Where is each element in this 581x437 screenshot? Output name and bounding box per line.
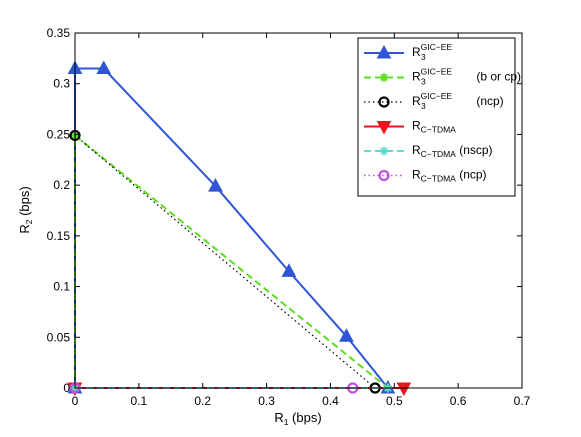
- legend-label-rest: (b or cp): [473, 70, 521, 84]
- legend-entry: RGIC−EE 3: [364, 42, 452, 62]
- legend-label-main: R: [412, 94, 421, 108]
- x-tick-label: 0.6: [450, 394, 467, 408]
- legend-label-sub: C−TDMA: [421, 125, 457, 135]
- legend-label-rest: (ncp): [456, 168, 487, 182]
- y-tick-label: 0.1: [53, 280, 70, 294]
- legend-swatch-marker: [376, 121, 392, 135]
- legend-label-sub: C−TDMA: [421, 174, 457, 184]
- legend-label: RGIC−EE 3: [412, 42, 452, 62]
- data-point: [339, 328, 354, 342]
- legend-label-sub: C−TDMA: [421, 149, 457, 159]
- plot-frame: [74, 32, 523, 389]
- x-axis-label-rest: (bps): [288, 410, 321, 425]
- x-tick-label: 0.3: [258, 394, 275, 408]
- x-axis-label-sub: 1: [284, 417, 289, 427]
- legend-label: RGIC−EE 3 (b or cp): [412, 67, 521, 87]
- legend-label-rest: (nscp): [456, 143, 493, 157]
- legend-label-main: R: [412, 45, 421, 59]
- x-tick-label: 0.1: [131, 394, 148, 408]
- y-axis-label: R2 (bps): [17, 186, 34, 233]
- y-axis-label-main: R: [17, 224, 32, 233]
- legend-label: RC−TDMA (nscp): [412, 143, 493, 159]
- legend-swatch-marker: [376, 44, 392, 59]
- y-tick-label: 0.15: [47, 229, 71, 243]
- legend-box: [357, 37, 516, 197]
- legend-label: RC−TDMA: [412, 119, 456, 135]
- x-axis-label: R1 (bps): [274, 410, 321, 427]
- x-tick-label: 0.5: [386, 394, 403, 408]
- data-point: [281, 263, 297, 277]
- legend-label-sup: GIC−EE: [421, 67, 453, 77]
- legend-label-sub: 3: [421, 101, 426, 111]
- legend-label: RC−TDMA (ncp): [412, 168, 487, 184]
- legend-swatch-marker: [379, 146, 389, 156]
- y-axis-label-sub: 2: [24, 219, 34, 224]
- legend-entry: RC−TDMA (ncp): [364, 168, 487, 184]
- y-axis-label-rest: (bps): [17, 186, 32, 219]
- legend-label-main: R: [412, 119, 421, 133]
- legend-entry: RGIC−EE 3 (b or cp): [364, 67, 521, 87]
- legend-swatch-marker: [379, 73, 389, 82]
- y-tick-label: 0.05: [47, 330, 71, 344]
- legend-entry: RC−TDMA (nscp): [364, 143, 493, 159]
- legend-label-main: R: [412, 143, 421, 157]
- x-tick-label: 0.2: [194, 394, 211, 408]
- legend-label-main: R: [412, 168, 421, 182]
- y-tick-label: 0.2: [53, 178, 70, 192]
- x-tick-label: 0.4: [322, 394, 339, 408]
- y-tick-label: 0.25: [47, 127, 71, 141]
- legend-label-rest: (ncp): [473, 94, 504, 108]
- legend-swatch-marker: [378, 96, 390, 108]
- axes-layer: 0 0.1 0.2 0.3 0.4 0.5 0.6 0.7 0 0.05 0.1 0.15 0.2 0.2…: [47, 26, 531, 408]
- data-point: [396, 382, 412, 397]
- legend-label-main: R: [412, 70, 421, 84]
- legend-label: RGIC−EE 3 (ncp): [412, 91, 504, 111]
- series-line: [74, 133, 389, 389]
- legend-entry: RGIC−EE 3 (ncp): [364, 91, 504, 111]
- y-tick-label: 0.3: [53, 77, 70, 91]
- legend-entry: RC−TDMA: [364, 119, 456, 135]
- x-tick-label: 0: [72, 394, 79, 408]
- star-marker-stroke: [380, 147, 388, 155]
- legend-label-sup: GIC−EE: [421, 42, 453, 52]
- legend-label-sup: GIC−EE: [421, 91, 453, 101]
- legend-label-sub: 3: [421, 77, 426, 87]
- star-marker-stroke: [380, 73, 388, 82]
- data-point: [96, 60, 112, 74]
- x-axis-label-main: R: [274, 410, 283, 425]
- y-tick-label: 0.35: [47, 26, 71, 40]
- legend-swatch-marker: [378, 169, 390, 182]
- x-tick-label: 0.7: [514, 394, 531, 408]
- data-point: [208, 178, 223, 192]
- legend-label-sub: 3: [421, 52, 426, 62]
- y-tick-label: 0: [63, 381, 70, 395]
